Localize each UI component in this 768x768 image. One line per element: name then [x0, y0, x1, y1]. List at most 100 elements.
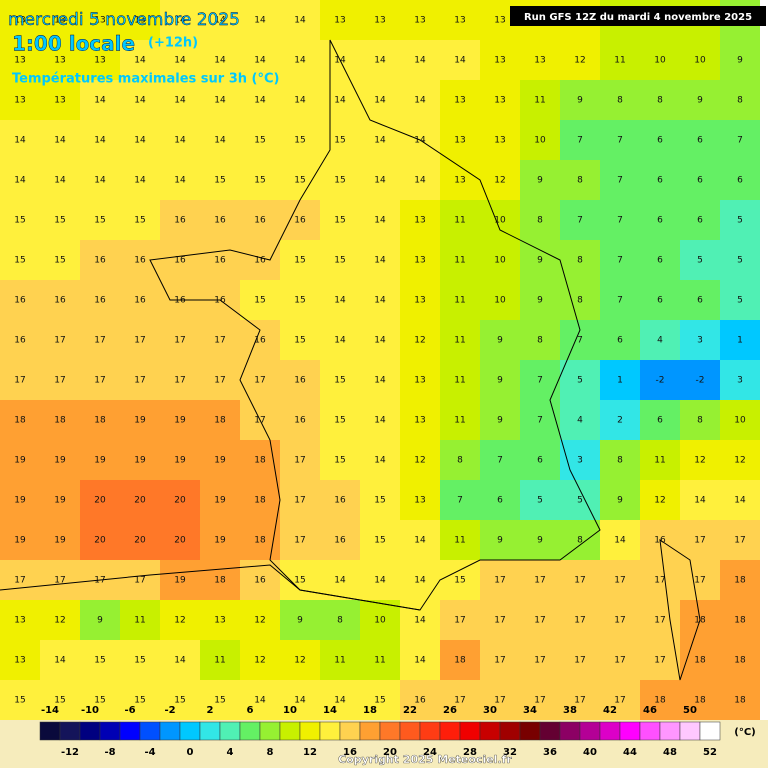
temp-cell: [0, 240, 40, 280]
temp-cell: [640, 280, 680, 320]
temp-cell: [480, 640, 520, 680]
temp-value: 13: [494, 96, 505, 106]
temp-value: 17: [174, 336, 185, 346]
temp-value: 17: [574, 656, 585, 666]
temp-value: 13: [414, 296, 425, 306]
temp-cell: [320, 520, 360, 560]
temp-cell: [600, 600, 640, 640]
temp-cell: [640, 200, 680, 240]
temp-cell: [600, 560, 640, 600]
temp-value: 15: [294, 256, 305, 266]
temp-value: 13: [334, 16, 345, 26]
legend-swatch: [499, 721, 521, 741]
temp-cell: [480, 120, 520, 160]
temp-value: 13: [494, 56, 505, 66]
temp-cell: [320, 160, 360, 200]
temp-cell: [80, 80, 120, 120]
temp-cell: [520, 240, 560, 280]
temp-value: 7: [457, 496, 463, 506]
temp-cell: [240, 320, 280, 360]
temp-cell: [240, 480, 280, 520]
temp-cell: [680, 120, 720, 160]
temp-cell: [0, 40, 40, 80]
temp-value: 15: [214, 176, 225, 186]
temp-value: 7: [617, 176, 623, 186]
temp-value: 12: [494, 176, 505, 186]
temp-value: 17: [614, 576, 625, 586]
temp-cell: [640, 40, 680, 80]
run-box: [510, 6, 766, 26]
temp-value: 14: [374, 296, 386, 306]
temp-cell: [440, 320, 480, 360]
temp-cell: [320, 400, 360, 440]
legend-swatch: [639, 721, 661, 741]
temp-value: 15: [294, 576, 305, 586]
temp-cell: [200, 200, 240, 240]
legend-label: -8: [104, 747, 115, 758]
temp-cell: [360, 400, 400, 440]
temp-value: 14: [94, 176, 106, 186]
temp-cell: [200, 120, 240, 160]
legend-label: 34: [523, 705, 537, 716]
temp-value: 18: [694, 656, 706, 666]
temp-value: 17: [294, 536, 305, 546]
temp-cell: [680, 480, 720, 520]
legend-label: 14: [323, 705, 337, 716]
temp-value: 16: [54, 296, 66, 306]
legend-label: -12: [61, 747, 79, 758]
subtitle: Températures maximales sur 3h (°C): [12, 72, 279, 87]
temp-value: 17: [294, 496, 305, 506]
legend-label: -2: [164, 705, 175, 716]
legend: -14-12-10-8-6-4-202468101214161820222426…: [39, 705, 721, 758]
temp-cell: [200, 240, 240, 280]
corsica: [659, 538, 701, 681]
legend-label: -14: [41, 705, 59, 716]
temp-value: 9: [537, 256, 543, 266]
temp-cell: [160, 440, 200, 480]
temp-cell: [560, 280, 600, 320]
temp-cell: [560, 40, 600, 80]
temp-value: 8: [617, 96, 623, 106]
temp-value: 19: [14, 456, 26, 466]
temp-cell: [480, 480, 520, 520]
temp-cell: [160, 320, 200, 360]
temp-value: 18: [454, 656, 466, 666]
temp-cell: [680, 440, 720, 480]
temp-value: 9: [497, 336, 503, 346]
temp-value: 17: [494, 616, 505, 626]
temp-cell: [560, 560, 600, 600]
temp-cell: [400, 360, 440, 400]
temp-value: 1: [617, 376, 623, 386]
temp-cell: [640, 160, 680, 200]
temp-value: 17: [574, 616, 585, 626]
temp-value: 14: [214, 96, 226, 106]
temp-cell: [560, 320, 600, 360]
temp-value: 14: [374, 456, 386, 466]
temp-cell: [560, 600, 600, 640]
temp-value: 13: [414, 216, 425, 226]
temp-cell: [640, 360, 680, 400]
temp-cell: [280, 360, 320, 400]
temp-cell: [120, 560, 160, 600]
temp-value: 11: [654, 456, 665, 466]
temp-value: 6: [537, 456, 543, 466]
temp-cell: [680, 240, 720, 280]
temp-cell: [40, 160, 80, 200]
temp-value: 5: [737, 216, 743, 226]
temp-value: 13: [14, 16, 25, 26]
temp-value: 19: [14, 496, 26, 506]
temp-cell: [320, 680, 360, 720]
temp-cell: [80, 120, 120, 160]
temp-value: 11: [614, 56, 625, 66]
legend-label: 8: [267, 747, 274, 758]
temp-cell: [80, 200, 120, 240]
legend-label: 22: [403, 705, 417, 716]
temp-cell: [160, 40, 200, 80]
temp-value: 14: [374, 216, 386, 226]
temp-value: 14: [414, 176, 426, 186]
temp-cell: [600, 360, 640, 400]
legend-swatch: [559, 721, 581, 741]
temp-value: 14: [414, 96, 426, 106]
temp-value: 16: [414, 696, 426, 706]
temp-cell: [0, 640, 40, 680]
